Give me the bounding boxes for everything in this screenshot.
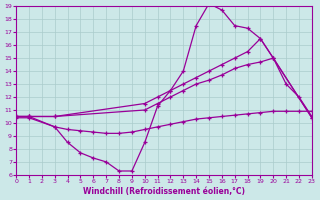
- X-axis label: Windchill (Refroidissement éolien,°C): Windchill (Refroidissement éolien,°C): [83, 187, 245, 196]
